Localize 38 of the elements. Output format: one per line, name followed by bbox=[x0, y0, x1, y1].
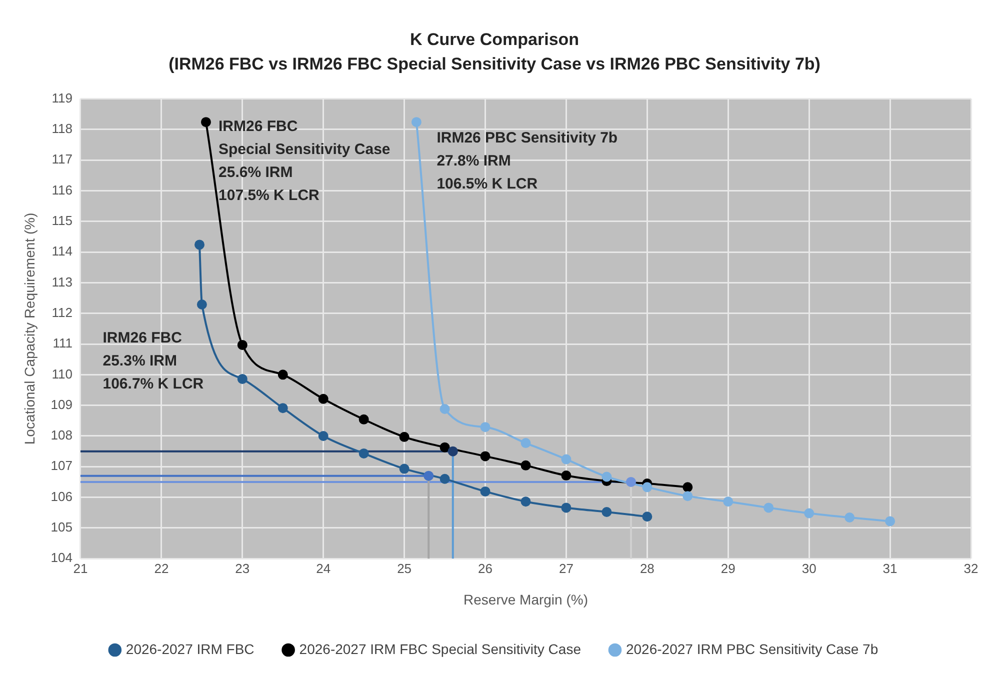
x-tick-label: 30 bbox=[802, 560, 816, 576]
y-tick-label: 109 bbox=[50, 396, 72, 412]
y-tick-label: 105 bbox=[50, 520, 72, 535]
y-tick-label: 113 bbox=[52, 274, 72, 290]
legend-label: 2026-2027 IRM PBC Sensitivity Case 7b bbox=[626, 640, 878, 657]
x-axis-title: Reserve Margin (%) bbox=[464, 591, 588, 608]
y-tick-label: 115 bbox=[52, 212, 72, 228]
x-tick-label: 25 bbox=[397, 560, 412, 576]
y-tick-label: 116 bbox=[52, 182, 72, 198]
chart-title: K Curve Comparison bbox=[410, 30, 580, 49]
legend-label: 2026-2027 IRM FBC bbox=[126, 640, 254, 657]
x-tick-label: 22 bbox=[154, 560, 169, 576]
y-axis-title: Locational Capacity Requirement (%) bbox=[21, 212, 38, 445]
y-tick-label: 110 bbox=[52, 366, 72, 382]
annotation: IRM26 PBC Sensitivity 7b 27.8% IRM 106.5% K LCR bbox=[436, 130, 618, 193]
x-tick-label: 29 bbox=[720, 560, 736, 576]
x-tick-label: 23 bbox=[235, 560, 250, 576]
x-tick-label: 28 bbox=[640, 560, 654, 576]
legend-label: 2026-2027 IRM FBC Special Sensitivity Case bbox=[299, 640, 582, 657]
annotation: IRM26 FBC Special Sensitivity Case 25.6% IRM 107.5% K LCR bbox=[218, 118, 390, 204]
x-tick-label: 24 bbox=[316, 560, 331, 576]
annotation: IRM26 FBC 25.3% IRM 106.7% K LCR bbox=[102, 330, 204, 393]
x-tick-label: 27 bbox=[558, 560, 574, 576]
y-tick-label: 108 bbox=[50, 428, 72, 443]
y-tick-label: 119 bbox=[52, 90, 72, 106]
y-tick-label: 118 bbox=[52, 121, 72, 136]
chart-subtitle: (IRM26 FBC vs IRM26 FBC Special Sensitivity Case vs IRM26 PBC Sensitivity 7b) bbox=[168, 54, 820, 74]
x-tick-label: 26 bbox=[478, 560, 492, 576]
x-tick-label: 32 bbox=[964, 560, 978, 576]
y-tick-label: 106 bbox=[50, 488, 72, 504]
x-tick-label: 31 bbox=[882, 560, 898, 576]
y-tick-label: 111 bbox=[52, 336, 72, 351]
y-tick-label: 114 bbox=[52, 244, 72, 259]
x-tick-label: 21 bbox=[73, 560, 88, 576]
y-tick-label: 112 bbox=[52, 304, 72, 320]
y-tick-label: 107 bbox=[50, 458, 72, 474]
y-tick-label: 117 bbox=[52, 152, 72, 167]
y-tick-label: 104 bbox=[50, 550, 72, 566]
